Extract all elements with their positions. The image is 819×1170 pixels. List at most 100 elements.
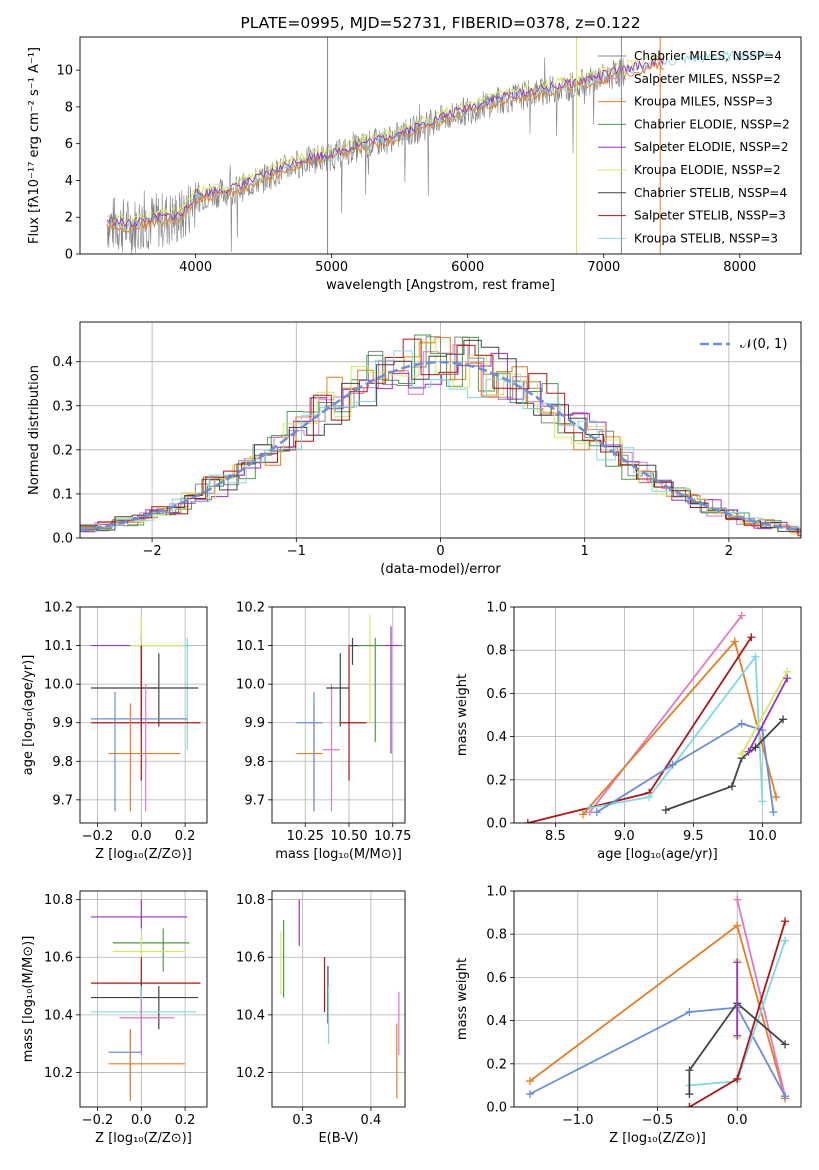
age-vs-mass-xtick-label-2: 10.75 xyxy=(374,829,411,844)
weight-vs-age-ylabel: mass weight xyxy=(455,674,470,756)
mass-vs-ebv-xlabel: E(B-V) xyxy=(318,1131,358,1146)
observed-spectrum xyxy=(106,57,625,254)
residual-histogram-kroupa_stelib xyxy=(80,350,801,532)
residuals-plot-area xyxy=(80,334,801,537)
residuals-xtick-label-3: 1 xyxy=(581,544,589,559)
spectrum-ytick-label-1: 2 xyxy=(65,211,73,226)
normal-curve xyxy=(80,360,801,532)
weight-vs-z-ylabel: mass weight xyxy=(455,958,470,1040)
weight-vs-age-marker-kroupa_stelib-0 xyxy=(585,803,594,812)
legend-label-kroupa_miles: Kroupa MILES, NSSP=3 xyxy=(634,95,773,109)
age-vs-z-ytick-label-5: 10.2 xyxy=(44,601,73,616)
age-vs-mass-ytick-label-5: 10.2 xyxy=(236,601,265,616)
weight-vs-age-xtick-label-2: 9.5 xyxy=(683,829,704,844)
age-vs-mass-ytick-label-3: 10.0 xyxy=(236,678,265,693)
weight-vs-z-marker-chabrier_stelib-0 xyxy=(685,1090,694,1099)
legend-label-normal: 𝒩(0, 1) xyxy=(740,337,787,352)
mass-vs-ebv-ytick-label-0: 10.2 xyxy=(236,1066,265,1081)
spectrum-xlabel: wavelength [Angstrom, rest frame] xyxy=(326,278,555,293)
weight-vs-age-marker-salpeter_stelib-2 xyxy=(747,633,756,642)
weight-vs-age-marker-salpeter_miles-1 xyxy=(737,611,746,620)
age-vs-mass-ytick-label-2: 9.9 xyxy=(244,716,265,731)
spectrum-ytick-label-3: 6 xyxy=(65,137,73,152)
spectrum-frame xyxy=(79,36,802,255)
residuals-axes: −2 −1 0 1 2 0.0 0.1 0.2 0.3 0.4 (data-model)/error… xyxy=(27,321,802,577)
weight-vs-z-marker-salpeter_stelib-0 xyxy=(685,1103,694,1107)
residuals-ytick-label-2: 0.2 xyxy=(52,443,73,458)
weight-vs-age-line-kroupa_elodie xyxy=(740,671,788,755)
mass-vs-ebv-ytick-label-1: 10.4 xyxy=(236,1008,265,1023)
age-vs-mass-axes: 10.25 10.50 10.75 9.7 9.8 9.9 10.0 10.1 10.2 mass… xyxy=(236,601,411,863)
weight-vs-age-xtick-label-0: 8.5 xyxy=(545,829,566,844)
residuals-ytick-label-1: 0.1 xyxy=(52,487,73,502)
weight-vs-age-plot-area xyxy=(523,611,792,823)
spectrum-title: PLATE=0995, MJD=52731, FIBERID=0378, z=0… xyxy=(240,14,640,32)
weight-vs-z-marker-normal-0 xyxy=(525,1090,534,1099)
legend-label-kroupa_stelib: Kroupa STELIB, NSSP=3 xyxy=(634,231,778,245)
age-vs-z-frame xyxy=(79,606,208,824)
mass-vs-ebv-frame xyxy=(271,890,406,1108)
weight-vs-age-marker-kroupa_elodie-0 xyxy=(737,749,746,758)
mass-vs-z-ytick-label-3: 10.8 xyxy=(44,893,73,908)
residual-histogram-kroupa_elodie xyxy=(80,340,801,535)
weight-vs-age-xlabel: age [log₁₀(age/yr)] xyxy=(597,847,718,862)
age-vs-z-ytick-label-1: 9.8 xyxy=(52,755,73,770)
model-spectrum-kroupa_miles xyxy=(106,60,665,233)
weight-vs-z-ytick-label-2: 0.4 xyxy=(486,1014,507,1029)
weight-vs-z-marker-kroupa_stelib-2 xyxy=(781,936,790,945)
spectrum-ytick-label-2: 4 xyxy=(65,174,73,189)
residuals-ylabel: Normed distribution xyxy=(27,365,42,495)
spectrum-xtick-label-3: 7000 xyxy=(587,260,620,275)
mass-vs-ebv-ytick-label-3: 10.8 xyxy=(236,893,265,908)
weight-vs-age-marker-normal-2 xyxy=(737,719,746,728)
age-vs-mass-xtick-label-1: 10.50 xyxy=(330,829,367,844)
mass-vs-ebv-xtick-label-1: 0.4 xyxy=(361,1113,382,1128)
weight-vs-age-axes: 8.5 9.0 9.5 10.0 0.0 0.2 0.4 0.6 0.8 1.0 age [log₁… xyxy=(455,601,802,862)
weight-vs-age-ytick-label-3: 0.6 xyxy=(486,687,507,702)
residuals-ytick-label-4: 0.4 xyxy=(52,355,73,370)
spectrum-ytick-label-0: 0 xyxy=(65,248,73,263)
age-vs-mass-xtick-label-0: 10.25 xyxy=(287,829,324,844)
weight-vs-age-line-salpeter_miles xyxy=(589,615,743,813)
weight-vs-z-ytick-label-5: 1.0 xyxy=(486,885,507,900)
residuals-ytick-label-3: 0.3 xyxy=(52,399,73,414)
mass-vs-ebv-xtick-label-0: 0.3 xyxy=(292,1113,313,1128)
weight-vs-age-marker-normal-0 xyxy=(592,808,601,817)
mass-vs-ebv-plot-area xyxy=(280,899,400,1099)
spectrum-xtick-label-4: 8000 xyxy=(723,260,756,275)
weight-vs-age-marker-chabrier_stelib-1 xyxy=(728,782,737,791)
age-vs-mass-ytick-label-1: 9.8 xyxy=(244,755,265,770)
age-vs-z-xtick-label-2: 0.2 xyxy=(175,829,196,844)
mass-vs-ebv-axes: 0.3 0.4 10.2 10.4 10.6 10.8 E(B-V) xyxy=(236,890,406,1146)
age-vs-mass-xlabel: mass [log₁₀(M/M⊙)] xyxy=(275,847,402,862)
weight-vs-age-marker-kroupa_stelib-1 xyxy=(645,793,654,802)
spectrum-ylabel: Flux [fλ10⁻¹⁷ erg cm⁻² s⁻¹ A⁻¹] xyxy=(27,47,42,244)
weight-vs-age-marker-normal-4 xyxy=(769,808,778,817)
weight-vs-z-xlabel: Z [log₁₀(Z/Z⊙)] xyxy=(609,1131,706,1146)
residuals-xtick-label-1: −1 xyxy=(287,544,306,559)
age-vs-z-xlabel: Z [log₁₀(Z/Z⊙)] xyxy=(95,847,192,862)
weight-vs-z-ytick-label-4: 0.8 xyxy=(486,928,507,943)
weight-vs-age-marker-kroupa_miles-2 xyxy=(772,793,781,802)
age-vs-mass-frame xyxy=(271,606,406,824)
weight-vs-age-marker-normal-1 xyxy=(668,760,677,769)
age-vs-z-xtick-label-0: −0.2 xyxy=(82,829,114,844)
legend-label-salpeter_stelib: Salpeter STELIB, NSSP=3 xyxy=(634,209,786,223)
weight-vs-z-line-chabrier_stelib xyxy=(688,1001,786,1094)
spectrum-xtick-label-2: 6000 xyxy=(451,260,484,275)
model-spectrum-kroupa_elodie xyxy=(106,53,665,224)
age-vs-z-ytick-label-4: 10.1 xyxy=(44,639,73,654)
residuals-xlabel: (data-model)/error xyxy=(380,562,501,577)
weight-vs-z-ytick-label-3: 0.6 xyxy=(486,971,507,986)
weight-vs-age-marker-kroupa_miles-1 xyxy=(730,637,739,646)
age-vs-z-plot-area xyxy=(90,614,201,812)
mass-vs-z-plot-area xyxy=(90,899,201,1102)
weight-vs-age-line-salpeter_stelib xyxy=(527,636,753,823)
residuals-ytick-label-0: 0.0 xyxy=(52,532,73,547)
weight-vs-age-ytick-label-5: 1.0 xyxy=(486,601,507,616)
weight-vs-age-marker-salpeter_stelib-0 xyxy=(523,819,532,823)
age-vs-z-ytick-label-2: 9.9 xyxy=(52,716,73,731)
mass-vs-ebv-ytick-label-2: 10.6 xyxy=(236,951,265,966)
age-vs-z-ytick-label-3: 10.0 xyxy=(44,678,73,693)
weight-vs-age-ytick-label-4: 0.8 xyxy=(486,644,507,659)
